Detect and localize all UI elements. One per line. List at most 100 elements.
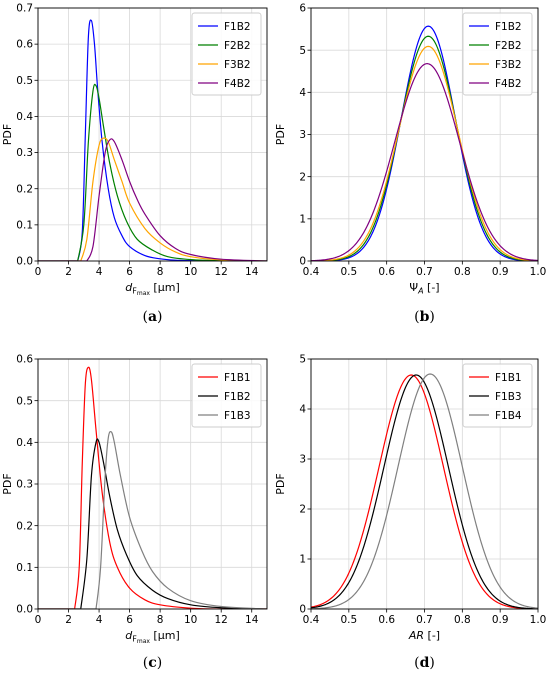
legend-entry: F4B2 [224, 78, 251, 90]
y-tick-label: 0.3 [16, 147, 33, 159]
series-line-f2b2 [311, 35, 538, 261]
x-tick-label: 2 [65, 614, 72, 626]
panel-caption: (b) [414, 309, 435, 325]
y-tick-label: 0.7 [16, 3, 33, 15]
y-tick-label: 2 [299, 504, 306, 516]
x-tick-label: 1.0 [530, 614, 547, 626]
legend-entry: F1B3 [495, 391, 522, 403]
y-tick-label: 1 [299, 554, 306, 566]
x-tick-label: 1.0 [530, 266, 547, 278]
plot-frame [37, 7, 268, 262]
y-tick-label: 4 [299, 404, 306, 416]
x-tick-label: 4 [96, 266, 103, 278]
chart-panel-c: 0 2 4 6 8 10 12 14 0.0 0.1 0.2 0.3 0.4 0.5 0.6 PDF dFmax… [1, 354, 268, 671]
x-tick-label: 2 [65, 266, 72, 278]
series-line-f3b2 [38, 137, 267, 261]
x-tick-label: 8 [157, 614, 164, 626]
y-tick-label: 0.1 [16, 562, 33, 574]
panel-caption: (a) [142, 309, 162, 325]
x-axis-label: ΨA [-] [409, 281, 439, 296]
y-tick-label: 0.0 [16, 604, 33, 616]
legend-entry: F1B3 [224, 410, 251, 422]
y-tick-label: 0.0 [16, 256, 33, 268]
y-tick-label: 3 [299, 454, 306, 466]
series-line-f1b2 [311, 25, 538, 261]
y-tick-label: 0 [299, 604, 306, 616]
x-tick-label: 0.5 [340, 614, 357, 626]
panel-caption: (d) [414, 655, 435, 671]
series-line-f4b2 [311, 63, 538, 261]
x-tick-label: 6 [126, 614, 133, 626]
x-axis-label: dFmax [µm] [125, 281, 179, 297]
legend-box [191, 363, 262, 428]
legend: F1B2 F2B2 F3B2 F4B2 [191, 12, 262, 96]
y-tick-label: 2 [299, 171, 306, 183]
x-tick-label: 14 [245, 266, 259, 278]
chart-panel-a: 0 2 4 6 8 10 12 14 0.0 0.1 0.2 0.3 0.4 0.5 0.6 0.7 PDF dF… [1, 3, 268, 325]
chart-panel-d: 0.4 0.5 0.6 0.7 0.8 0.9 1.0 0 1 2 3 4 5 PDF AR [-] F1B1… [274, 354, 546, 671]
y-tick-label: 1 [299, 213, 306, 225]
x-tick-label: 10 [184, 614, 197, 626]
series-line-f4b2 [38, 138, 267, 261]
x-tick-label: 0.6 [378, 614, 395, 626]
x-axis-label: dFmax [µm] [125, 629, 179, 645]
y-tick-label: 5 [299, 354, 306, 366]
x-tick-label: 0.5 [340, 266, 357, 278]
x-tick-label: 12 [215, 614, 228, 626]
y-tick-label: 0.2 [16, 183, 33, 195]
y-tick-label: 5 [299, 45, 306, 57]
legend-entry: F3B2 [224, 59, 251, 71]
x-tick-label: 10 [184, 266, 197, 278]
panel-caption: (c) [143, 655, 162, 671]
series-line-f1b1 [311, 374, 538, 609]
legend-box [462, 363, 533, 428]
legend-box [462, 12, 533, 96]
x-tick-label: 0 [35, 614, 42, 626]
y-axis-label: PDF [1, 473, 14, 494]
legend-entry: F3B2 [495, 59, 522, 71]
x-tick-label: 0.7 [416, 614, 433, 626]
legend-entry: F1B2 [224, 21, 251, 33]
x-tick-label: 0.4 [303, 614, 320, 626]
series-line-f1b3 [38, 430, 267, 609]
y-tick-label: 0 [299, 256, 306, 268]
x-tick-label: 0.9 [492, 266, 509, 278]
y-axis-label: PDF [274, 473, 287, 494]
y-tick-label: 3 [299, 129, 306, 141]
x-tick-label: 6 [126, 266, 133, 278]
x-tick-label: 4 [96, 614, 103, 626]
y-tick-label: 0.5 [16, 75, 33, 87]
legend-entry: F1B1 [224, 372, 251, 384]
x-axis-label: AR [-] [408, 629, 440, 642]
legend: F1B1 F1B2 F1B3 [191, 363, 262, 428]
legend-box [191, 12, 262, 96]
x-tick-label: 12 [215, 266, 228, 278]
x-tick-label: 8 [157, 266, 164, 278]
x-tick-label: 0.8 [454, 614, 471, 626]
y-axis-label: PDF [274, 124, 287, 145]
y-tick-label: 6 [299, 3, 306, 15]
y-tick-label: 4 [299, 87, 306, 99]
x-tick-label: 0 [35, 266, 42, 278]
y-tick-label: 0.4 [16, 437, 33, 449]
chart-panel-b: 0.4 0.5 0.6 0.7 0.8 0.9 1.0 0 1 2 3 4 5 6 PDF ΨA [-] F1B… [274, 3, 546, 325]
y-tick-label: 0.2 [16, 520, 33, 532]
legend-entry: F1B4 [495, 410, 522, 422]
y-axis-label: PDF [1, 124, 14, 145]
x-tick-label: 14 [245, 614, 259, 626]
x-tick-label: 0.6 [378, 266, 395, 278]
legend-entry: F4B2 [495, 78, 522, 90]
legend: F1B2 F2B2 F3B2 F4B2 [462, 12, 533, 96]
y-tick-label: 0.6 [16, 39, 33, 51]
y-tick-label: 0.1 [16, 219, 33, 231]
legend-entry: F1B1 [495, 372, 522, 384]
y-tick-label: 0.3 [16, 479, 33, 491]
series-line-f1b2 [38, 19, 267, 261]
series-line-f1b3 [311, 374, 538, 609]
x-tick-label: 0.7 [416, 266, 433, 278]
series-line-f2b2 [38, 83, 267, 261]
legend-entry: F2B2 [495, 40, 522, 52]
y-tick-label: 0.6 [16, 354, 33, 366]
y-tick-label: 0.4 [16, 111, 33, 123]
